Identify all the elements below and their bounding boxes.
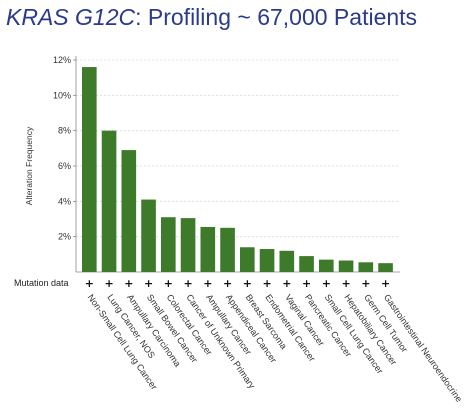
bar — [180, 218, 196, 272]
mutation-marker: + — [243, 277, 252, 290]
mutation-marker: + — [282, 277, 291, 290]
mutation-marker: + — [144, 277, 153, 290]
bar — [319, 259, 334, 272]
y-tick-label: 6% — [58, 161, 71, 171]
mutation-marker: + — [104, 277, 113, 290]
bar — [259, 249, 275, 272]
y-tick-label: 4% — [58, 196, 71, 206]
bar — [358, 262, 374, 272]
mutation-marker: + — [361, 277, 370, 290]
chart-title: KRAS G12C: Profiling ~ 67,000 Patients — [6, 4, 417, 31]
y-tick-label: 12% — [53, 55, 71, 65]
bar — [240, 247, 255, 272]
mutation-marker: + — [322, 277, 331, 290]
title-gene: KRAS G12C — [6, 4, 136, 30]
bar — [82, 67, 97, 272]
mutation-marker: + — [381, 277, 390, 290]
bar — [338, 260, 354, 272]
mutation-marker: + — [341, 277, 350, 290]
bar — [101, 130, 117, 272]
y-tick-label: 2% — [58, 232, 71, 242]
y-tick-label: 8% — [58, 126, 71, 136]
mutation-marker: + — [302, 277, 311, 290]
bar — [121, 150, 137, 272]
mutation-marker: + — [164, 277, 173, 290]
mutation-marker: + — [85, 277, 94, 290]
bar — [378, 263, 393, 272]
bars — [82, 67, 393, 272]
bar — [141, 199, 156, 272]
mutation-marker: + — [223, 277, 232, 290]
mutation-marker: + — [262, 277, 271, 290]
bar — [200, 226, 216, 272]
y-axis-title: Alteration Frequency — [24, 126, 34, 205]
bar — [161, 217, 176, 272]
bar — [220, 227, 235, 272]
mutation-marker: + — [203, 277, 212, 290]
mutation-row-label: Mutation data — [14, 278, 69, 288]
title-rest: : Profiling ~ 67,000 Patients — [135, 4, 418, 30]
mutation-marker: + — [183, 277, 192, 290]
y-tick-label: 10% — [53, 90, 71, 100]
bar — [279, 250, 295, 272]
mutation-row: + + + + + + + + + + + + + + + + Mutation data — [14, 277, 390, 290]
mutation-marker: + — [124, 277, 133, 290]
bar — [299, 256, 314, 272]
x-tick-label: Gastrointestinal Neuroendocrine — [382, 292, 464, 403]
